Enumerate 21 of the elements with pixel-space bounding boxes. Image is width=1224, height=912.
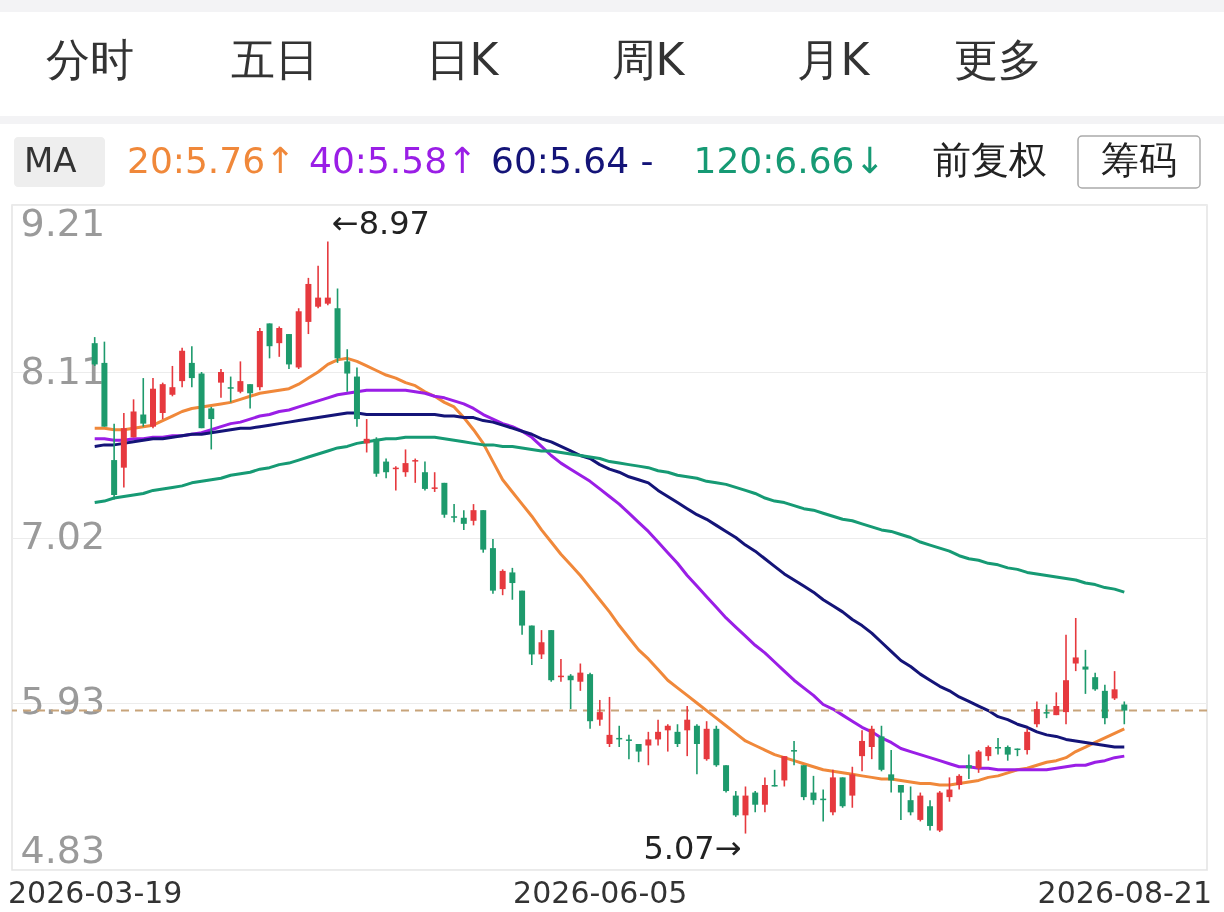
y-tick-label: 9.21 xyxy=(20,200,106,245)
y-tick-label: 4.83 xyxy=(20,827,106,872)
y-tick-label: 7.02 xyxy=(20,514,106,558)
text: 120:6.66↓ xyxy=(693,140,885,181)
text: 前复权 xyxy=(933,138,1047,182)
x-tick-label: 2026-06-05 xyxy=(513,874,688,910)
x-tick-label: 2026-03-19 xyxy=(8,874,183,910)
text: 20:5.76↑ xyxy=(127,140,296,181)
legend-title: MA xyxy=(24,140,77,180)
annotation: 5.07→ xyxy=(643,828,742,867)
x-tick-label: 2026-08-21 xyxy=(1037,874,1212,910)
text: 周K xyxy=(611,34,686,85)
text: 月K xyxy=(796,34,871,85)
text: 日K xyxy=(425,34,500,85)
annotation: ←8.97 xyxy=(331,204,430,243)
text: 更多 xyxy=(954,34,1042,85)
text: 40:5.58↑ xyxy=(309,140,478,181)
text: 五日 xyxy=(231,34,319,85)
text: 筹码 xyxy=(1101,138,1177,182)
text: 分时 xyxy=(46,34,134,85)
text: 60:5.64 - xyxy=(491,140,654,181)
